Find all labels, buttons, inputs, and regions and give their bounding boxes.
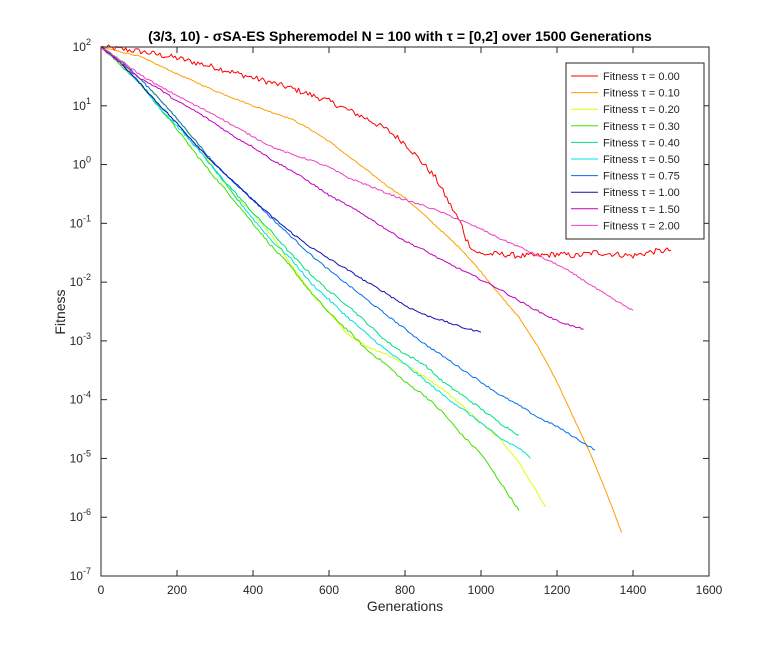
y-tick-base: 10 (70, 275, 84, 289)
y-tick-label: 100 (73, 155, 91, 172)
legend-entry-1: Fitness τ = 0.10 (603, 88, 680, 100)
legend-entry-0: Fitness τ = 0.00 (603, 71, 680, 83)
legend-entry-8: Fitness τ = 1.50 (603, 204, 680, 216)
y-tick-base: 10 (70, 569, 84, 583)
y-tick-label: 10-1 (70, 213, 91, 230)
x-tick-label: 1000 (468, 583, 495, 597)
y-tick-label-text: 10-1 (70, 213, 91, 230)
y-tick-label-text: 10-3 (70, 331, 91, 348)
y-tick-label: 10-3 (70, 331, 91, 348)
y-tick-exponent: -1 (83, 213, 91, 223)
y-tick-exponent: -3 (83, 331, 91, 341)
y-tick-base: 10 (70, 334, 84, 348)
x-tick-label: 200 (167, 583, 187, 597)
series-line-5 (100, 46, 531, 459)
legend-entry-9: Fitness τ = 2.00 (603, 220, 680, 232)
series-line-0 (100, 44, 672, 259)
y-tick-base: 10 (70, 451, 84, 465)
x-tick-label: 1600 (696, 583, 723, 597)
legend: Fitness τ = 0.00 Fitness τ = 0.10 Fitness … (565, 62, 705, 240)
legend-entry-7: Fitness τ = 1.00 (603, 187, 680, 199)
y-tick-label-text: 101 (73, 96, 91, 113)
legend-entry-3: Fitness τ = 0.30 (603, 121, 680, 133)
y-tick-exponent: 2 (86, 37, 91, 47)
y-tick-exponent: -2 (83, 272, 91, 282)
series-line-1 (100, 46, 623, 533)
y-tick-exponent: -7 (83, 566, 91, 576)
y-tick-label: 102 (73, 37, 91, 54)
y-tick-label: 10-6 (70, 507, 91, 524)
x-tick-label: 800 (395, 583, 415, 597)
series-layer (100, 44, 672, 533)
y-tick-exponent: 0 (86, 155, 91, 165)
y-axis-label: Fitness (52, 289, 68, 334)
x-tick-label: 0 (98, 583, 105, 597)
y-tick-label: 101 (73, 96, 91, 113)
series-line-7 (100, 46, 482, 333)
x-tick-label: 600 (319, 583, 339, 597)
y-tick-base: 10 (70, 510, 84, 524)
legend-entry-4: Fitness τ = 0.40 (603, 137, 680, 149)
y-tick-exponent: -5 (83, 448, 91, 458)
y-tick-label-text: 10-4 (70, 390, 91, 407)
y-tick-exponent: -6 (83, 507, 91, 517)
y-tick-label: 10-7 (70, 566, 91, 583)
y-tick-label: 10-2 (70, 272, 91, 289)
y-tick-base: 10 (73, 40, 87, 54)
y-tick-base: 10 (73, 99, 87, 113)
y-tick-label: 10-4 (70, 390, 91, 407)
y-tick-label-text: 10-7 (70, 566, 91, 583)
y-tick-base: 10 (73, 158, 87, 172)
y-tick-label-text: 10-2 (70, 272, 91, 289)
y-tick-exponent: 1 (86, 96, 91, 106)
x-tick-label: 1200 (544, 583, 571, 597)
series-line-3 (100, 46, 520, 511)
series-line-9 (100, 46, 634, 311)
x-axis-label: Generations (367, 598, 443, 614)
series-line-6 (100, 46, 596, 451)
legend-entry-6: Fitness τ = 0.75 (603, 171, 680, 183)
series-line-8 (100, 46, 584, 330)
y-tick-base: 10 (70, 393, 84, 407)
y-tick-label-text: 102 (73, 37, 91, 54)
y-tick-exponent: -4 (83, 390, 91, 400)
legend-entry-5: Fitness τ = 0.50 (603, 154, 680, 166)
y-tick-label-text: 100 (73, 155, 91, 172)
chart-title: (3/3, 10) - σSA-ES Spheremodel N = 100 w… (148, 28, 652, 44)
legend-entry-2: Fitness τ = 0.20 (603, 104, 680, 116)
y-tick-base: 10 (70, 216, 84, 230)
y-tick-label: 10-5 (70, 448, 91, 465)
x-tick-label: 1400 (620, 583, 647, 597)
y-tick-label-text: 10-6 (70, 507, 91, 524)
y-tick-label-text: 10-5 (70, 448, 91, 465)
x-tick-label: 400 (243, 583, 263, 597)
axes-layer: 0 200 400 600 800 1000 1200 1400 160010210110010… (70, 37, 723, 597)
